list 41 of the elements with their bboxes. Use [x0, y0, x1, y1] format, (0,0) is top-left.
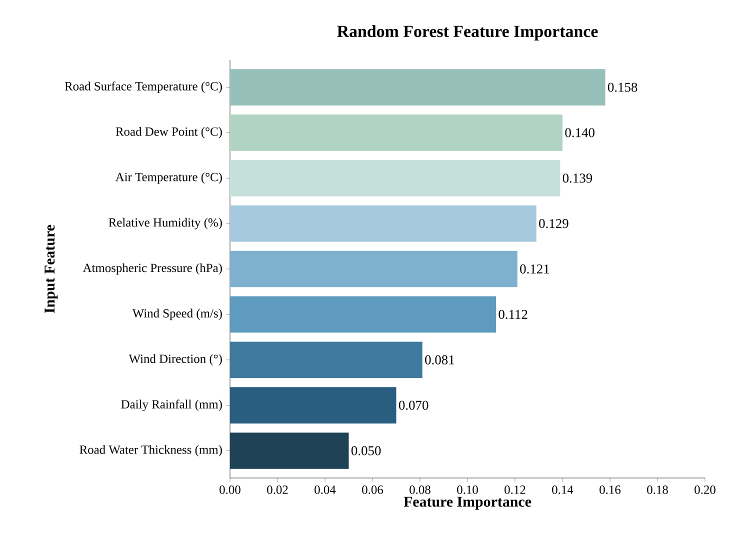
- chart-title: Random Forest Feature Importance: [337, 25, 598, 41]
- y-tick-label: Road Surface Temperature (°C): [64, 82, 222, 93]
- bar: [230, 432, 349, 469]
- data-label: 0.140: [565, 128, 594, 138]
- bar: [230, 205, 536, 242]
- y-tick-label: Road Dew Point (°C): [116, 127, 222, 138]
- bar: [230, 160, 560, 196]
- y-tick-label: Air Temperature (°C): [115, 172, 222, 184]
- x-tick-label: 0.14: [552, 486, 574, 494]
- data-label: 0.139: [562, 174, 592, 183]
- x-tick-label: 0.12: [504, 486, 526, 494]
- bar: [230, 69, 606, 106]
- x-tick-label: 0.10: [457, 486, 478, 494]
- x-axis-title: Feature Importance: [404, 496, 532, 510]
- y-tick-label: Relative Humidity (%): [108, 218, 222, 230]
- data-label: 0.081: [425, 355, 454, 364]
- y-tick-label: Wind Direction (°): [128, 354, 222, 366]
- x-tick-label: 0.18: [647, 486, 668, 494]
- x-tick-label: 0.02: [267, 486, 288, 494]
- data-label: 0.112: [498, 310, 528, 320]
- x-tick-label: 0.04: [314, 486, 336, 494]
- bar: [230, 296, 496, 333]
- data-label: 0.158: [608, 82, 638, 92]
- bar: [230, 387, 396, 424]
- bar: [230, 342, 422, 378]
- data-label: 0.129: [539, 219, 568, 228]
- y-tick-label: Wind Speed (m/s): [132, 308, 222, 320]
- bar: [230, 250, 518, 288]
- x-tick-label: 0.00: [220, 486, 240, 494]
- x-tick-label: 0.06: [362, 486, 384, 494]
- x-tick-label: 0.20: [694, 486, 716, 494]
- x-tick-label: 0.16: [600, 486, 621, 494]
- y-tick-label: Atmospheric Pressure (hPa): [82, 263, 222, 275]
- data-label: 0.121: [520, 264, 550, 274]
- x-tick-label: 0.08: [410, 486, 430, 494]
- data-label: 0.070: [398, 400, 428, 410]
- y-tick-label: Daily Rainfall (mm): [121, 400, 222, 412]
- bar: [230, 114, 563, 151]
- y-axis-title: Input Feature: [44, 224, 58, 313]
- y-tick-label: Road Water Thickness (mm): [80, 445, 222, 456]
- data-label: 0.050: [351, 446, 381, 456]
